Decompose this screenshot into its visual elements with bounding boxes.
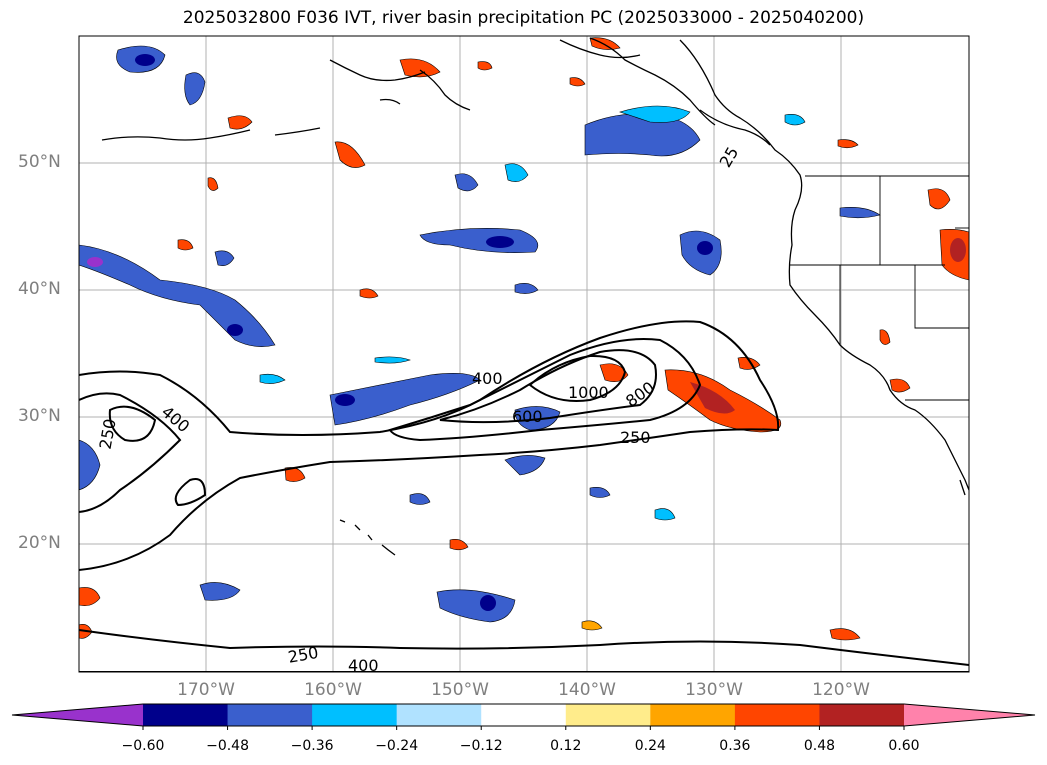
lon-label-160w: 160°W [304,680,362,700]
lon-label-150w: 150°W [431,680,489,700]
colorbar-tick-label: 0.48 [803,738,836,754]
precip-negative-shading [79,45,881,623]
colorbar-segment [565,704,651,726]
colorbar [11,703,1036,730]
contour-label: 250 [620,428,651,447]
contour-label: 1000 [568,383,609,402]
colorbar-ticks [142,726,905,730]
colorbar-tick-label: −0.12 [459,738,503,754]
colorbar-tick-label: −0.60 [121,738,165,754]
map-frame-background [79,36,969,672]
lon-label-140w: 140°W [558,680,616,700]
colorbar-tick-label: 0.36 [719,738,751,754]
state-borders [790,175,969,401]
colorbar-max-extension [904,704,1035,726]
colorbar-segment [396,704,482,726]
colorbar-segment [650,704,736,726]
ivt-contours [79,320,969,672]
colorbar-segment [481,704,567,726]
colorbar-tick-label: −0.48 [206,738,249,754]
contour-label: 400 [472,369,503,388]
colorbar-segment [819,704,905,726]
colorbar-segment [227,704,313,726]
lat-label-40n: 40°N [18,279,61,299]
colorbar-segment [312,704,398,726]
coastlines [101,37,969,556]
colorbar-tick-label: 0.12 [550,738,582,754]
lat-label-30n: 30°N [18,406,61,426]
lat-label-20n: 20°N [18,533,61,553]
colorbar-min-extension [12,704,143,726]
colorbar-segment [734,704,820,726]
colorbar-tick-label: 0.24 [634,738,666,754]
lon-label-170w: 170°W [177,680,235,700]
lat-label-50n: 50°N [18,152,61,172]
contour-label: 400 [348,656,379,675]
colorbar-segment [143,704,229,726]
colorbar-tick-label: −0.36 [290,738,334,754]
map-title: 2025032800 F036 IVT, river basin precipi… [182,8,865,28]
contour-label: 600 [512,407,543,426]
map-frame [78,35,970,673]
colorbar-tick-label: 0.60 [888,738,920,754]
lon-label-120w: 120°W [812,680,870,700]
precip-positive-shading [79,37,969,641]
lon-label-130w: 130°W [685,680,743,700]
colorbar-tick-label: −0.24 [375,738,419,754]
colorbar-segments [143,704,905,726]
